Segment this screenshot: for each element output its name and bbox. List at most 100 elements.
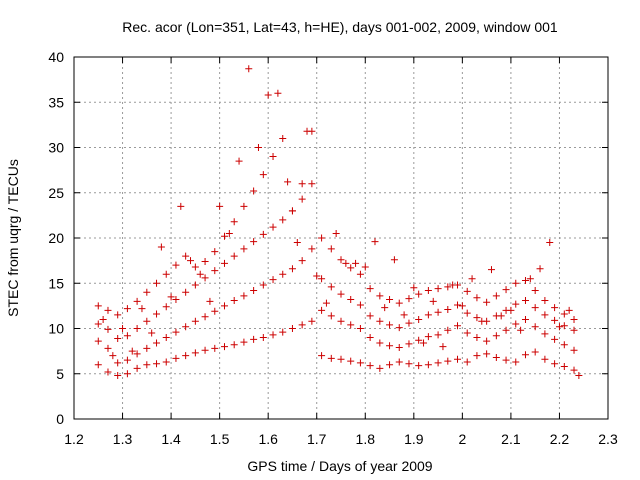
- data-point-marker: [400, 311, 408, 319]
- data-point-marker: [434, 359, 442, 367]
- data-point-marker: [119, 325, 127, 332]
- data-point-marker: [143, 288, 151, 296]
- data-point-marker: [153, 360, 161, 368]
- data-point-marker: [454, 301, 462, 309]
- data-point-marker: [356, 359, 364, 367]
- data-point-marker: [366, 362, 374, 370]
- data-point-marker: [444, 283, 452, 291]
- data-point-marker: [220, 232, 228, 240]
- data-point-marker: [366, 285, 374, 293]
- data-point-marker: [502, 356, 510, 364]
- data-point-marker: [211, 248, 219, 256]
- data-point-marker: [439, 343, 447, 351]
- data-point-marker: [551, 316, 559, 324]
- data-point-marker: [541, 296, 549, 304]
- data-point-marker: [250, 286, 258, 294]
- data-point-marker: [415, 362, 423, 370]
- data-point-marker: [313, 272, 321, 280]
- data-point-marker: [352, 259, 360, 267]
- data-point-marker: [172, 261, 180, 269]
- data-point-marker: [483, 298, 491, 306]
- data-point-marker: [123, 332, 131, 340]
- data-point-marker: [337, 256, 345, 264]
- data-point-marker: [230, 341, 238, 349]
- data-point-marker: [521, 315, 529, 323]
- data-point-marker: [395, 344, 403, 352]
- data-point-marker: [162, 270, 170, 278]
- data-point-marker: [347, 321, 355, 329]
- data-point-marker: [123, 370, 131, 378]
- data-point-marker: [172, 354, 180, 362]
- data-point-marker: [279, 216, 287, 224]
- data-point-marker: [361, 263, 369, 271]
- data-point-marker: [182, 323, 190, 331]
- data-point-marker: [104, 344, 112, 352]
- data-point-marker: [279, 134, 287, 142]
- data-point-marker: [555, 323, 563, 331]
- data-point-marker: [123, 305, 131, 313]
- data-point-marker: [322, 299, 330, 307]
- data-point-marker: [143, 344, 151, 352]
- data-point-marker: [191, 281, 199, 289]
- data-point-marker: [225, 229, 233, 237]
- data-point-marker: [376, 317, 384, 325]
- data-point-marker: [153, 279, 161, 287]
- data-point-marker: [434, 331, 442, 339]
- data-point-marker: [133, 364, 141, 372]
- data-point-marker: [201, 258, 209, 266]
- x-tick-label: 2: [458, 431, 466, 447]
- data-point-marker: [454, 322, 462, 330]
- data-point-marker: [133, 350, 141, 358]
- data-point-marker: [405, 360, 413, 368]
- data-point-marker: [415, 290, 423, 298]
- data-point-marker: [211, 307, 219, 315]
- data-point-marker: [279, 328, 287, 336]
- data-point-marker: [521, 277, 529, 285]
- data-point-marker: [521, 351, 529, 359]
- data-point-marker: [395, 299, 403, 307]
- data-point-marker: [424, 286, 432, 294]
- data-point-marker: [366, 312, 374, 320]
- data-point-marker: [424, 361, 432, 369]
- data-point-marker: [342, 259, 350, 267]
- data-point-marker: [298, 195, 306, 203]
- data-point-marker: [565, 306, 573, 314]
- data-point-marker: [196, 270, 204, 278]
- y-axis-label: STEC from uqrg / TECUs: [5, 159, 21, 317]
- data-point-marker: [254, 144, 262, 151]
- data-point-marker: [288, 325, 296, 332]
- data-point-marker: [458, 302, 466, 310]
- data-point-marker: [536, 265, 544, 273]
- data-point-marker: [240, 245, 248, 253]
- data-point-marker: [541, 355, 549, 363]
- data-point-marker: [274, 89, 282, 97]
- x-tick-label: 1.2: [64, 431, 84, 447]
- data-point-marker: [570, 366, 578, 374]
- data-point-marker: [420, 339, 428, 347]
- data-point-marker: [356, 301, 364, 309]
- data-point-marker: [94, 361, 102, 369]
- data-point-marker: [104, 325, 112, 333]
- data-point-marker: [240, 338, 248, 346]
- data-point-marker: [429, 297, 437, 305]
- data-point-marker: [104, 306, 112, 314]
- data-point-marker: [172, 328, 180, 336]
- data-point-marker: [444, 305, 452, 313]
- data-point-marker: [245, 65, 253, 73]
- data-point-marker: [546, 239, 554, 247]
- data-point-marker: [240, 202, 248, 210]
- data-point-marker: [521, 296, 529, 304]
- x-axis-ticks: 1.2 1.3 1.4 1.5 1.6 1.7 1.8 1.9 2 2.1 2.2 2.3: [64, 57, 618, 447]
- data-point-marker: [449, 281, 457, 289]
- data-point-marker: [463, 287, 471, 295]
- y-tick-label: 30: [48, 140, 64, 156]
- data-point-marker: [250, 187, 258, 195]
- data-point-marker: [473, 334, 481, 342]
- data-point-marker: [405, 319, 413, 327]
- data-point-marker: [318, 234, 326, 242]
- data-point-marker: [381, 304, 389, 312]
- data-point-marker: [94, 337, 102, 345]
- x-tick-label: 1.4: [161, 431, 181, 447]
- data-point-marker: [395, 324, 403, 332]
